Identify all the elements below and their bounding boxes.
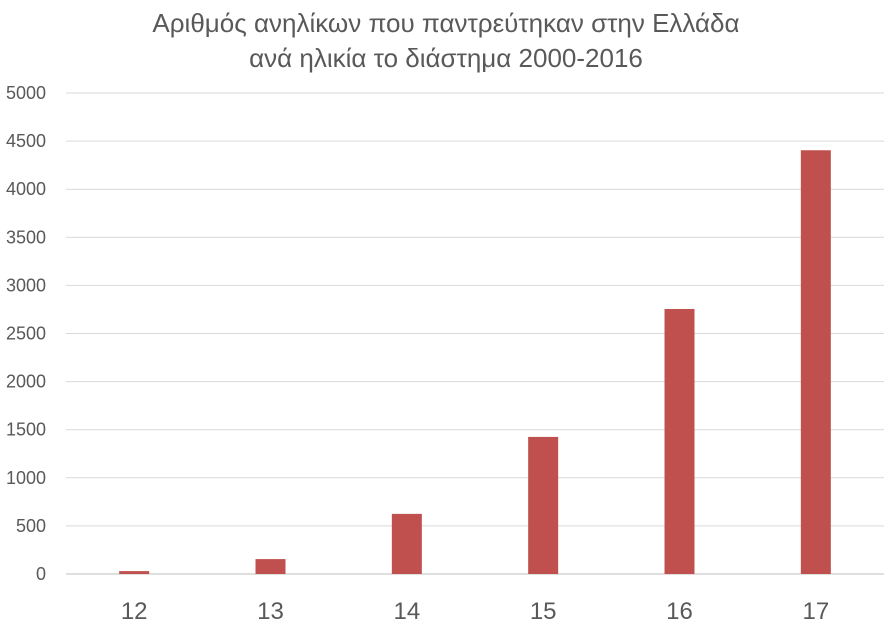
y-tick-label: 4000: [6, 179, 46, 199]
x-tick-label: 15: [530, 598, 557, 625]
x-tick-label: 13: [257, 598, 284, 625]
bar-age-14: [391, 513, 422, 574]
y-tick-label: 0: [36, 564, 46, 584]
x-tick-label: 17: [802, 598, 829, 625]
y-tick-label: 500: [16, 516, 46, 536]
bar-age-13: [255, 559, 286, 574]
bar-age-12: [119, 571, 150, 574]
y-tick-label: 5000: [6, 83, 46, 103]
bar-age-15: [528, 436, 559, 574]
y-tick-label: 2500: [6, 324, 46, 344]
chart-title-line-1: Αριθμός ανηλίκων που παντρεύτηκαν στην Ε…: [152, 8, 739, 38]
x-tick-label: 12: [121, 598, 148, 625]
y-axis-tick-labels: 0 500 1000 1500 2000 2500 3000 3500 4000 4500 5000: [6, 83, 46, 584]
x-tick-label: 16: [666, 598, 693, 625]
y-tick-label: 1500: [6, 420, 46, 440]
y-tick-label: 4500: [6, 131, 46, 151]
chart-title-line-2: ανά ηλικία το διάστημα 2000-2016: [249, 43, 643, 73]
x-tick-label: 14: [393, 598, 420, 625]
y-tick-label: 1000: [6, 468, 46, 488]
y-tick-label: 2000: [6, 372, 46, 392]
y-tick-label: 3000: [6, 275, 46, 295]
bars: [119, 150, 831, 574]
gridlines: [66, 92, 884, 575]
bar-age-17: [800, 150, 831, 574]
y-tick-label: 3500: [6, 227, 46, 247]
x-axis-tick-labels: 12 13 14 15 16 17: [121, 598, 829, 625]
bar-age-16: [664, 308, 695, 574]
